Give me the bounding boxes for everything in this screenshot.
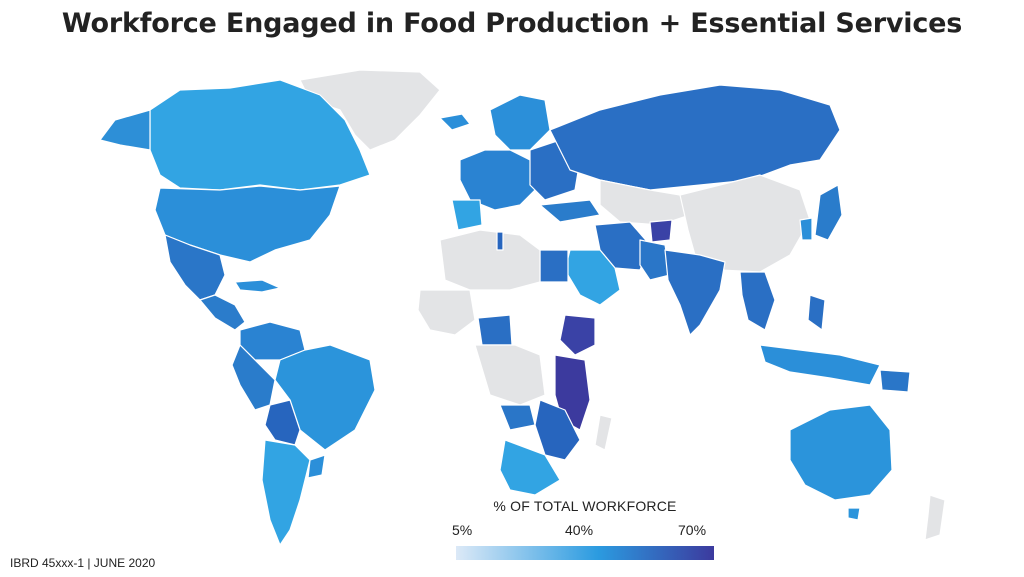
pakistan	[639, 239, 671, 281]
papua	[879, 369, 911, 393]
caribbean	[234, 279, 281, 293]
russia	[549, 84, 841, 191]
scandinavia	[489, 94, 551, 151]
legend: % OF TOTAL WORKFORCE 5% 40% 70%	[452, 498, 718, 568]
madagascar	[594, 414, 613, 451]
ethiopia	[559, 314, 596, 356]
legend-color-bar	[456, 546, 714, 560]
china	[679, 174, 811, 273]
afghanistan	[649, 219, 673, 243]
world-choropleth-map	[99, 69, 946, 546]
legend-tick-5: 5%	[452, 522, 473, 538]
uruguay	[307, 454, 326, 479]
alaska	[99, 109, 151, 151]
tunisia	[496, 231, 504, 251]
philippines	[807, 294, 826, 331]
western-europe	[459, 149, 541, 211]
legend-title: % OF TOTAL WORKFORCE	[493, 498, 677, 514]
indonesia	[759, 344, 881, 386]
nigeria	[477, 314, 513, 346]
egypt	[539, 249, 569, 283]
north-africa	[439, 229, 541, 291]
brazil	[274, 344, 376, 451]
central-africa	[474, 344, 546, 406]
legend-tick-40: 40%	[565, 522, 594, 538]
tasmania	[847, 507, 861, 521]
korea	[799, 217, 813, 241]
japan	[814, 184, 843, 241]
canada	[149, 79, 371, 191]
legend-tick-70: 70%	[678, 522, 707, 538]
credit-line: IBRD 45xxx-1 | JUNE 2020	[10, 556, 156, 570]
australia	[789, 404, 893, 501]
peru	[231, 344, 276, 411]
angola	[499, 404, 536, 431]
map-title: Workforce Engaged in Food Production + E…	[61, 8, 963, 39]
central-america	[199, 294, 246, 331]
argentina	[261, 439, 311, 546]
new-zealand	[924, 494, 946, 541]
india	[664, 249, 726, 336]
turkey	[539, 199, 601, 223]
iberia	[451, 199, 483, 231]
iceland	[439, 113, 471, 131]
mainland-southeast-asia	[739, 271, 776, 331]
south-africa	[499, 439, 561, 496]
kazakhstan	[599, 179, 691, 226]
west-africa	[417, 289, 476, 336]
